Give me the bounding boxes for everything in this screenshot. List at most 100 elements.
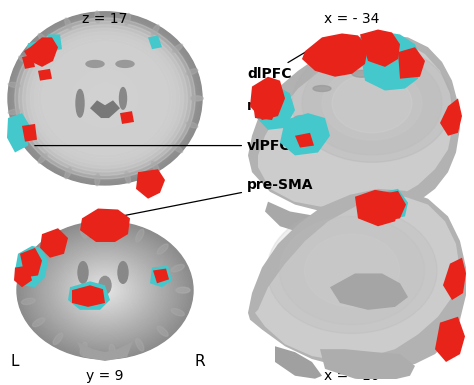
Ellipse shape [95, 90, 115, 107]
Ellipse shape [151, 25, 159, 35]
Text: x = - 34: x = - 34 [324, 12, 380, 26]
Ellipse shape [151, 162, 159, 172]
Ellipse shape [102, 288, 108, 293]
Ellipse shape [80, 342, 87, 355]
Polygon shape [22, 124, 37, 142]
Polygon shape [15, 246, 48, 287]
Polygon shape [80, 209, 130, 242]
Ellipse shape [74, 266, 136, 314]
Ellipse shape [78, 262, 88, 283]
Ellipse shape [33, 254, 45, 263]
Ellipse shape [26, 28, 184, 169]
Ellipse shape [97, 91, 113, 105]
Ellipse shape [69, 67, 141, 130]
Ellipse shape [176, 287, 190, 293]
Ellipse shape [173, 44, 182, 52]
Polygon shape [26, 41, 40, 59]
Ellipse shape [191, 96, 203, 101]
Ellipse shape [60, 58, 150, 139]
Ellipse shape [44, 242, 166, 338]
Ellipse shape [332, 74, 412, 133]
Ellipse shape [54, 250, 156, 330]
Ellipse shape [21, 23, 189, 173]
Ellipse shape [80, 271, 130, 310]
Ellipse shape [119, 87, 127, 109]
Ellipse shape [191, 96, 203, 101]
Polygon shape [24, 37, 58, 67]
Polygon shape [150, 266, 172, 287]
Ellipse shape [292, 225, 412, 316]
Ellipse shape [23, 226, 187, 355]
Ellipse shape [312, 59, 432, 147]
Polygon shape [358, 32, 422, 90]
Ellipse shape [171, 264, 184, 272]
Ellipse shape [45, 243, 165, 337]
Ellipse shape [61, 256, 149, 325]
Ellipse shape [157, 244, 168, 254]
Ellipse shape [37, 238, 173, 343]
Ellipse shape [38, 154, 47, 163]
Ellipse shape [9, 109, 20, 114]
Ellipse shape [65, 259, 145, 321]
Ellipse shape [76, 267, 134, 313]
Ellipse shape [64, 258, 146, 322]
Ellipse shape [73, 265, 137, 315]
Ellipse shape [68, 65, 142, 132]
Polygon shape [440, 98, 462, 136]
Ellipse shape [176, 287, 190, 293]
Ellipse shape [15, 18, 195, 179]
Polygon shape [265, 202, 338, 234]
Ellipse shape [302, 52, 442, 155]
Ellipse shape [109, 223, 115, 236]
Ellipse shape [35, 235, 175, 345]
Ellipse shape [33, 318, 45, 327]
Polygon shape [38, 69, 52, 81]
Ellipse shape [63, 257, 147, 323]
Ellipse shape [8, 12, 202, 185]
Polygon shape [255, 197, 460, 361]
Ellipse shape [16, 19, 194, 178]
Polygon shape [320, 349, 415, 382]
Ellipse shape [94, 88, 116, 109]
Ellipse shape [186, 69, 198, 75]
Polygon shape [380, 191, 406, 221]
Polygon shape [148, 35, 162, 49]
Ellipse shape [49, 246, 161, 334]
Ellipse shape [37, 38, 173, 159]
Ellipse shape [66, 64, 144, 133]
Ellipse shape [8, 12, 202, 185]
Text: pre-SMA: pre-SMA [113, 178, 313, 218]
Ellipse shape [171, 308, 184, 316]
Ellipse shape [18, 20, 192, 176]
Ellipse shape [33, 234, 177, 346]
Ellipse shape [26, 228, 184, 352]
Ellipse shape [48, 48, 162, 149]
Ellipse shape [61, 59, 149, 137]
Polygon shape [72, 285, 105, 307]
Ellipse shape [103, 97, 107, 100]
Text: y = 9: y = 9 [86, 369, 124, 383]
Ellipse shape [27, 28, 183, 169]
Ellipse shape [60, 254, 150, 326]
Polygon shape [250, 77, 285, 120]
Text: L: L [11, 354, 19, 369]
Ellipse shape [9, 13, 201, 184]
Ellipse shape [76, 72, 134, 124]
Polygon shape [435, 317, 465, 362]
Ellipse shape [36, 236, 174, 344]
Ellipse shape [56, 55, 154, 142]
Ellipse shape [186, 122, 198, 128]
Ellipse shape [86, 81, 124, 116]
Text: z = 17: z = 17 [82, 12, 128, 26]
Ellipse shape [82, 272, 128, 308]
Ellipse shape [89, 84, 121, 113]
Ellipse shape [65, 18, 72, 29]
Ellipse shape [42, 241, 168, 340]
Polygon shape [248, 189, 466, 369]
Ellipse shape [53, 333, 63, 345]
Polygon shape [248, 34, 460, 214]
Ellipse shape [87, 82, 123, 114]
Ellipse shape [20, 224, 190, 357]
Ellipse shape [23, 25, 187, 172]
Ellipse shape [304, 234, 400, 307]
